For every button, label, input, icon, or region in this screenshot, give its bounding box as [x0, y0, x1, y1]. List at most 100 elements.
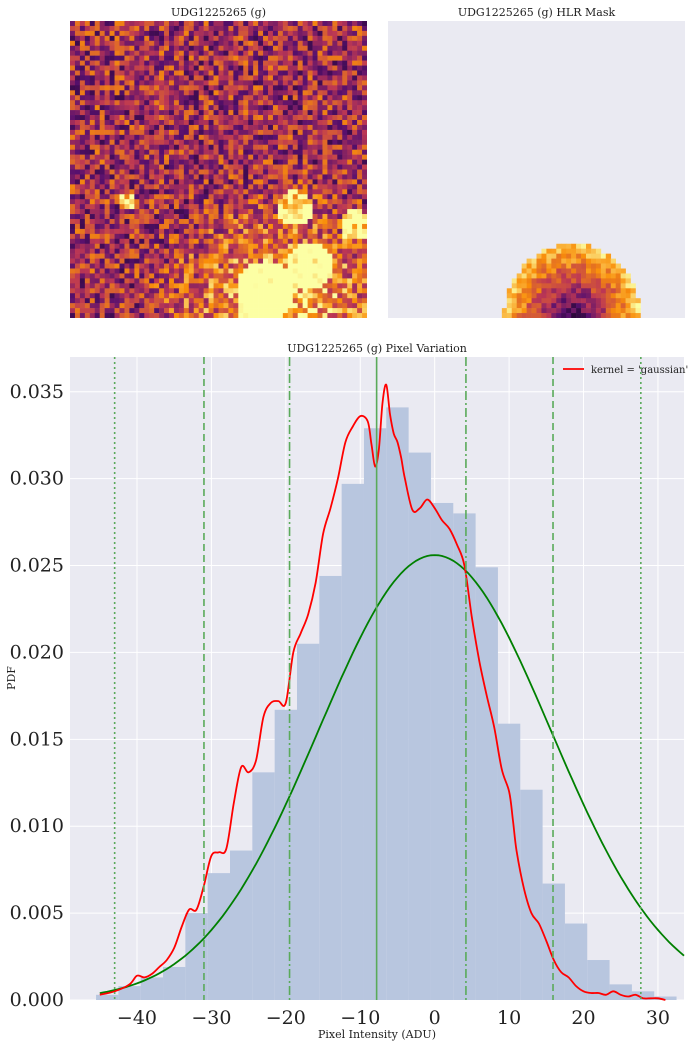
pixel: [302, 159, 308, 165]
histogram-bar-25: [654, 996, 677, 1000]
pixel: [238, 263, 244, 269]
pixel: [263, 313, 269, 318]
pixel: [134, 30, 140, 37]
pixel: [173, 214, 180, 220]
pixel: [99, 293, 105, 299]
pixel: [109, 134, 115, 141]
pixel: [223, 129, 229, 136]
pixel: [268, 219, 274, 225]
pixel: [94, 263, 100, 269]
pixel: [263, 214, 269, 220]
mask-pixel: [561, 263, 567, 269]
pixel: [203, 219, 209, 225]
pixel: [248, 308, 254, 314]
pixel: [139, 209, 145, 215]
pixel: [94, 149, 100, 155]
pixel: [134, 313, 140, 318]
pixel: [159, 50, 165, 56]
pixel: [193, 238, 199, 245]
left-image-title: UDG1225265 (g): [171, 6, 266, 19]
pixel: [188, 194, 195, 200]
pixel: [178, 243, 185, 249]
mask-pixel: [571, 308, 577, 314]
pixel: [173, 159, 180, 165]
pixel: [258, 263, 264, 269]
pixel: [114, 45, 120, 51]
pixel: [263, 45, 269, 51]
pixel: [238, 45, 244, 51]
pixel: [104, 293, 110, 299]
pixel: [169, 219, 175, 225]
pixel: [277, 25, 284, 32]
pixel: [79, 283, 86, 289]
pixel: [248, 149, 254, 155]
pixel: [362, 308, 367, 314]
pixel: [89, 288, 96, 294]
pixel: [238, 223, 244, 230]
pixel: [169, 134, 175, 141]
pixel: [322, 129, 328, 136]
pixel: [233, 219, 239, 225]
mask-pixel: [561, 268, 567, 274]
pixel: [362, 263, 367, 269]
pixel: [277, 120, 284, 126]
pixel: [258, 70, 264, 76]
pixel: [99, 308, 105, 314]
pixel: [248, 263, 254, 269]
pixel: [238, 90, 244, 96]
pixel: [282, 55, 289, 61]
pixel: [302, 253, 308, 259]
pixel: [114, 228, 120, 235]
pixel: [94, 40, 100, 47]
pixel: [277, 139, 284, 146]
pixel: [149, 55, 155, 61]
pixel: [317, 115, 323, 121]
pixel: [272, 95, 279, 101]
pixel: [164, 199, 170, 205]
pixel: [238, 298, 244, 304]
pixel: [272, 199, 279, 205]
pixel: [188, 90, 195, 96]
pixel: [84, 293, 91, 299]
pixel: [89, 199, 96, 205]
pixel: [129, 204, 135, 210]
mask-pixel: [556, 263, 562, 269]
pixel: [223, 194, 229, 200]
pixel: [277, 95, 284, 101]
pixel: [99, 154, 105, 160]
pixel: [248, 209, 254, 215]
pixel: [253, 100, 259, 106]
pixel: [332, 75, 338, 81]
pixel: [188, 248, 195, 254]
pixel: [312, 184, 318, 190]
pixel: [342, 283, 348, 289]
pixel: [173, 139, 180, 146]
pixel: [74, 179, 81, 185]
pixel: [263, 253, 269, 259]
mask-pixel: [521, 308, 527, 314]
pixel: [114, 258, 120, 264]
pixel: [332, 30, 338, 37]
pixel: [337, 55, 343, 61]
mask-pixel: [576, 313, 582, 318]
pixel: [282, 169, 289, 175]
mask-pixel: [566, 278, 572, 284]
pixel: [307, 45, 313, 51]
pixel: [302, 95, 308, 101]
pixel: [268, 308, 274, 314]
mask-pixel: [526, 303, 532, 309]
mask-pixel: [526, 273, 532, 279]
pixel: [188, 258, 195, 264]
pixel: [312, 243, 318, 249]
pixel: [173, 100, 180, 106]
pixel: [173, 60, 180, 66]
pixel: [347, 228, 353, 235]
pixel: [253, 174, 259, 180]
pixel: [337, 233, 343, 240]
mask-pixel: [610, 278, 616, 284]
pixel: [104, 90, 110, 96]
pixel: [362, 65, 367, 71]
pixel: [74, 228, 81, 235]
pixel: [352, 308, 358, 314]
mask-pixel: [566, 313, 572, 318]
